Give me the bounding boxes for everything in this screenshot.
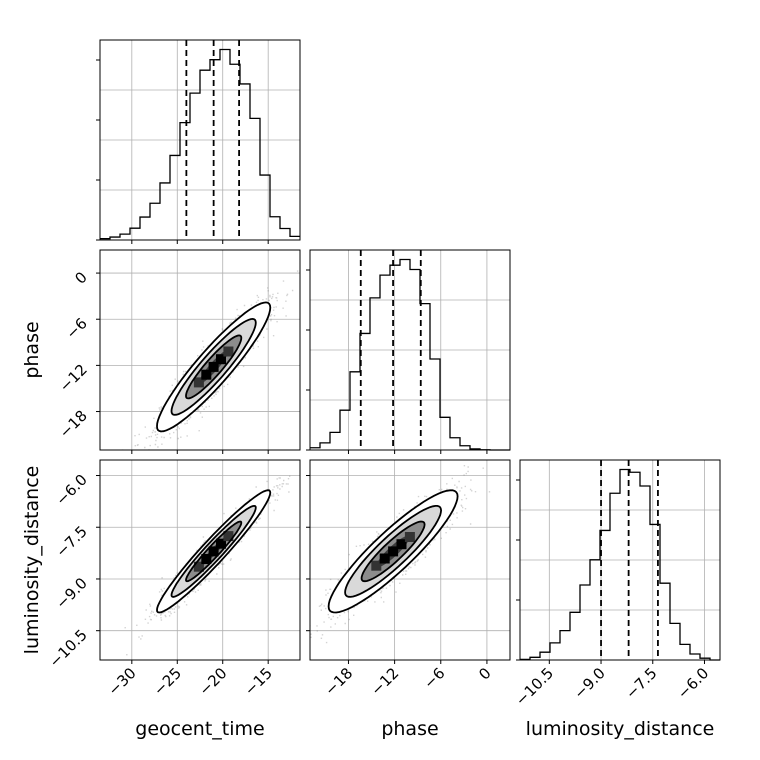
density-core-block [193,377,204,388]
density-core-block [216,538,226,549]
density-core-block [201,369,212,380]
y-tick-label: −6 [62,314,90,342]
x-tick-label: −20 [195,664,230,699]
panel-frame [99,459,301,661]
contour-0 [327,489,459,614]
x-tick-label: 0 [475,664,494,683]
y-tick-label: −10.5 [46,626,91,671]
density-core-block [388,546,399,557]
panel-geocent-time-vs-phase [96,249,301,454]
density-core-block [223,346,234,357]
hist-panel-luminosity-distance [516,459,721,664]
y-axis-label-luminosity-distance: luminosity_distance [21,466,43,655]
x-tick-label: −30 [105,664,140,699]
density-core-block [371,560,382,571]
contour-2 [185,334,243,400]
x-axis-label-luminosity-distance: luminosity_distance [526,718,715,740]
panel-content [100,250,300,450]
x-tick-label: −18 [321,664,356,699]
contour-0 [156,489,272,614]
contour-2 [360,520,426,583]
contour-1 [170,317,257,416]
histogram-geocent-time [100,48,300,240]
hist-panel-phase [306,249,511,454]
density-core-block [208,546,219,557]
x-axis-label-phase: phase [381,718,438,740]
x-tick-label: −9.0 [570,664,608,702]
panel-content [310,460,510,660]
panel-frame [99,249,301,451]
y-tick-label: −7.5 [52,522,90,560]
density-core-block [216,354,226,365]
panel-frame [309,249,511,451]
histogram-phase [310,258,510,451]
y-tick-label: −18 [56,407,91,442]
x-tick-label: −15 [241,664,276,699]
x-tick-label: −10.5 [512,664,557,709]
contour-0 [156,301,272,433]
y-tick-label: −6.0 [52,471,90,509]
y-tick-label: −12 [56,360,91,395]
y-tick-label: 0 [71,268,90,287]
panel-phase-vs-luminosity-distance [306,459,511,664]
panel-frame [99,39,301,241]
x-axis-label-geocent-time: geocent_time [135,718,264,740]
x-tick-label: −6 [420,664,448,692]
contour-2 [185,520,243,583]
density-core-block [223,531,234,542]
panel-content [100,460,300,660]
x-tick-label: −7.5 [622,664,660,702]
x-tick-label: −6.0 [674,664,712,702]
panel-frame [519,459,721,661]
x-tick-label: −12 [367,664,402,699]
density-core-block [379,553,390,564]
contour-1 [170,504,257,598]
x-tick-label: −25 [150,664,185,699]
contour-1 [344,505,443,598]
density-core-block [193,561,204,572]
histogram-luminosity-distance [520,468,720,661]
y-tick-label: −9.0 [52,574,90,612]
panel-geocent-time-vs-luminosity-distance [96,459,301,664]
panel-frame [309,459,511,661]
density-core-block [201,554,212,564]
density-core-block [396,539,407,550]
density-core-block [404,532,415,542]
hist-panel-geocent-time [96,39,301,244]
y-axis-label-phase: phase [21,321,43,378]
density-core-block [208,361,219,372]
